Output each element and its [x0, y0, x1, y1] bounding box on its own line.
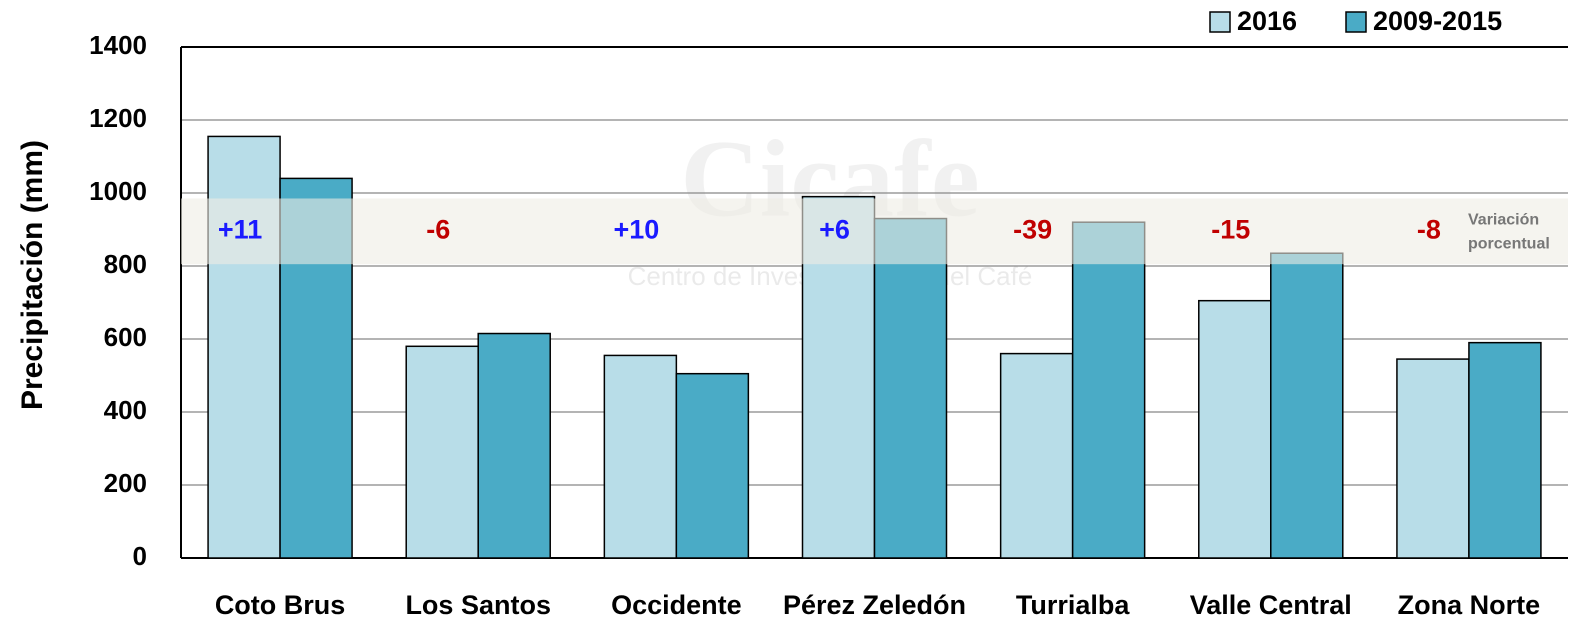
y-tick-label: 200	[104, 468, 147, 498]
bar	[873, 217, 948, 559]
bar	[1071, 221, 1146, 559]
variation-label: +10	[613, 214, 659, 244]
x-tick-label: Occidente	[611, 590, 742, 620]
legend-swatch	[1209, 11, 1231, 33]
y-tick-label: 1000	[89, 176, 147, 206]
bar	[603, 354, 678, 559]
band-title: porcentual	[1468, 236, 1550, 253]
y-axis-title: Precipitación (mm)	[16, 140, 49, 410]
variation-band	[181, 198, 1568, 265]
bar	[1270, 252, 1344, 559]
y-tick-label: 600	[104, 322, 147, 352]
variation-label: -8	[1417, 214, 1441, 244]
band-title: Variación	[1468, 212, 1539, 229]
y-tick-label: 0	[133, 541, 147, 571]
variation-label: +11	[218, 214, 262, 244]
bar	[477, 332, 551, 559]
bar	[675, 372, 750, 559]
variation-label: -6	[426, 214, 450, 244]
variation-label: -15	[1211, 214, 1250, 244]
x-tick-label: Coto Brus	[215, 590, 346, 620]
legend-label: 2009-2015	[1373, 6, 1502, 36]
y-tick-label: 1200	[89, 103, 147, 133]
x-tick-label: Turrialba	[1016, 590, 1131, 620]
bar	[1396, 358, 1470, 559]
variation-label: +6	[819, 214, 850, 244]
x-tick-label: Valle Central	[1190, 590, 1352, 620]
x-tick-label: Zona Norte	[1398, 590, 1541, 620]
x-tick-label: Los Santos	[405, 590, 551, 620]
bar	[1198, 299, 1272, 559]
legend-swatch	[1345, 11, 1367, 33]
bar	[405, 345, 479, 559]
x-tick-label: Pérez Zeledón	[783, 590, 966, 620]
y-tick-label: 800	[104, 249, 147, 279]
variation-label: -39	[1013, 214, 1052, 244]
bar	[999, 352, 1074, 559]
bar	[1468, 341, 1542, 559]
y-tick-label: 1400	[89, 30, 147, 60]
legend-label: 2016	[1237, 6, 1297, 36]
y-tick-label: 400	[104, 395, 147, 425]
